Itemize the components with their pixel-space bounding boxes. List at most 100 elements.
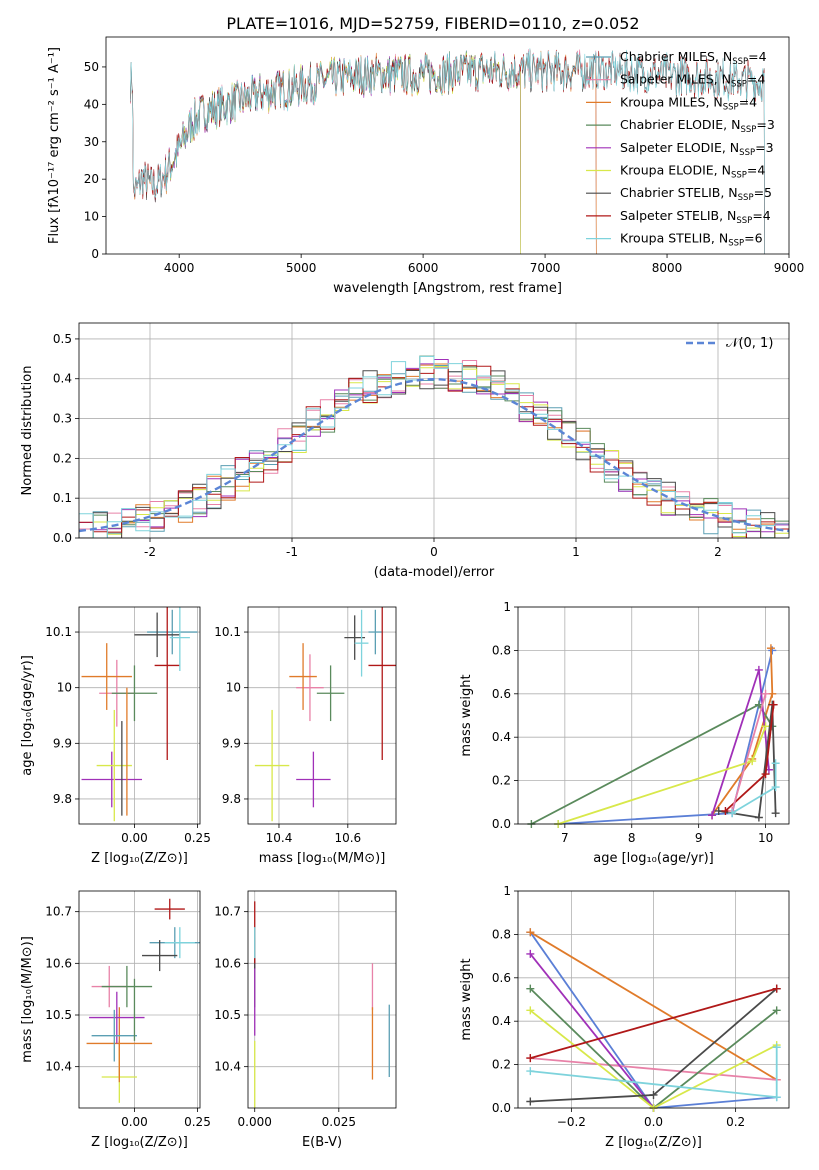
y-tick-label: 10.1 <box>214 625 241 639</box>
weight-line <box>529 987 778 1108</box>
axes-frame <box>517 606 790 825</box>
weight-line <box>529 953 655 1108</box>
legend-subscript: SSP <box>738 193 754 203</box>
weight-marker <box>772 1093 781 1102</box>
y-tick-label: 0.4 <box>492 1014 511 1028</box>
weight-marker <box>526 984 535 993</box>
x-axis-label: E(B-V) <box>302 1135 342 1150</box>
y-tick-label: 0.8 <box>492 927 511 941</box>
y-axis-label: mass weight <box>459 958 474 1040</box>
mass-vs-metallicity-panel: 0.00 0.25 10.4 10.5 10.6 10.7 Z [log₁₀(Z/Z⊙)] m… <box>20 890 211 1150</box>
y-tick-label: 20 <box>84 172 99 186</box>
y-tick-label: 10.6 <box>214 956 241 970</box>
weight-marker <box>772 984 781 993</box>
weight-line <box>529 931 778 1081</box>
y-tick-label: 0.0 <box>492 1101 511 1115</box>
x-tick-label: 0.25 <box>184 831 211 845</box>
y-axis-label: Flux [fλ10⁻¹⁷ erg cm⁻² s⁻¹ A⁻¹] <box>47 47 62 244</box>
histogram-step <box>79 363 789 538</box>
y-tick-label: 9.8 <box>222 792 241 806</box>
x-tick-label: 7000 <box>530 261 561 275</box>
weight-marker <box>708 811 717 820</box>
y-tick-label: 1 <box>503 600 511 614</box>
weight-marker <box>771 759 780 768</box>
x-tick-label: 9000 <box>774 261 805 275</box>
x-axis-label: age [log₁₀(age/yr)] <box>593 851 714 866</box>
y-tick-label: 0.3 <box>53 412 72 426</box>
y-tick-label: 9.9 <box>53 736 72 750</box>
weight-vs-age-panel: 7 8 9 10 0.0 0.2 0.4 0.6 0.8 1 age [log₁₀(age/yr)]… <box>459 600 790 866</box>
legend-count: =3 <box>755 140 773 155</box>
y-tick-label: 0.2 <box>53 451 72 465</box>
x-tick-label: 6000 <box>408 261 439 275</box>
histogram-step <box>79 355 789 538</box>
axes-frame <box>78 606 201 825</box>
x-tick-label: 4000 <box>164 261 195 275</box>
weight-line <box>718 704 777 819</box>
weight-marker <box>771 809 780 818</box>
y-tick-label: 0.4 <box>492 730 511 744</box>
x-tick-label: 0 <box>430 545 438 559</box>
y-tick-label: 10.5 <box>214 1008 241 1022</box>
y-tick-label: 0.6 <box>492 687 511 701</box>
legend-entry: Kroupa MILES, NSSP=4 <box>620 94 757 112</box>
x-tick-label: -2 <box>144 545 156 559</box>
y-tick-label: 0.0 <box>492 817 511 831</box>
legend-entry: Chabrier MILES, NSSP=4 <box>620 49 767 67</box>
mass-vs-ebv-panel: 0.000 0.025 10.4 10.5 10.6 10.7 E(B-V) <box>214 890 397 1150</box>
histogram-step <box>79 370 789 538</box>
y-tick-label: 10.4 <box>45 1060 72 1074</box>
y-tick-label: 10 <box>57 681 72 695</box>
weight-marker <box>754 665 763 674</box>
weight-marker <box>526 1097 535 1106</box>
legend-count: =5 <box>754 185 772 200</box>
x-tick-label: 0.00 <box>121 831 148 845</box>
x-tick-label: 10.6 <box>334 831 361 845</box>
weight-marker <box>769 700 778 709</box>
weight-marker <box>526 1054 535 1063</box>
legend-entry: Chabrier STELIB, NSSP=5 <box>620 185 772 203</box>
y-tick-label: 10 <box>84 210 99 224</box>
x-tick-label: 8 <box>628 831 636 845</box>
legend-entry: Salpeter ELODIE, NSSP=3 <box>620 140 774 158</box>
y-tick-label: 10.6 <box>45 956 72 970</box>
weight-marker <box>526 1006 535 1015</box>
x-axis-label: (data-model)/error <box>374 565 495 580</box>
legend-entry: Salpeter MILES, NSSP=4 <box>620 72 765 90</box>
y-tick-label: 0.0 <box>53 531 72 545</box>
legend-count: =3 <box>756 117 774 132</box>
x-tick-label: 0.000 <box>238 1115 272 1129</box>
y-tick-label: 10.1 <box>45 625 72 639</box>
weight-marker <box>772 1006 781 1015</box>
residual-histogram-panel: -2 -1 0 1 2 0.0 0.1 0.2 0.3 0.4 0.5 (data-model)/er… <box>20 322 790 580</box>
x-tick-label: 0.025 <box>322 1115 356 1129</box>
age-vs-metallicity-panel: 0.00 0.25 9.8 9.9 10 10.1 Z [log₁₀(Z/Z⊙)] age [… <box>20 606 211 866</box>
x-tick-label: -1 <box>286 545 298 559</box>
legend-count: =4 <box>747 72 765 87</box>
x-tick-label: 0.0 <box>644 1115 663 1129</box>
legend-count: =6 <box>744 231 762 246</box>
legend-entry: Salpeter STELIB, NSSP=4 <box>620 208 771 226</box>
y-tick-label: 0.5 <box>53 332 72 346</box>
weight-line <box>529 931 777 1108</box>
y-tick-label: 0.2 <box>492 774 511 788</box>
weight-marker <box>761 722 770 731</box>
weight-marker <box>754 813 763 822</box>
legend-subscript: SSP <box>723 102 739 112</box>
weight-marker <box>526 949 535 958</box>
legend-count: =4 <box>739 94 757 109</box>
axes-frame <box>517 890 790 1109</box>
weight-marker <box>526 1067 535 1076</box>
x-tick-label: 0.25 <box>184 1115 211 1129</box>
spectrum-line <box>130 48 765 254</box>
y-tick-label: 0.8 <box>492 643 511 657</box>
y-axis-label: mass [log₁₀(M/M⊙)] <box>20 936 35 1063</box>
weight-marker <box>721 806 730 815</box>
weight-marker <box>526 928 535 937</box>
legend-subscript: SSP <box>731 171 747 181</box>
weight-marker <box>771 783 780 792</box>
spectrum-panel: 4000 5000 6000 7000 8000 9000 0 10 20 30 40 50 wavel… <box>47 36 805 296</box>
y-tick-label: 0 <box>91 247 99 261</box>
y-tick-label: 10.5 <box>45 1008 72 1022</box>
